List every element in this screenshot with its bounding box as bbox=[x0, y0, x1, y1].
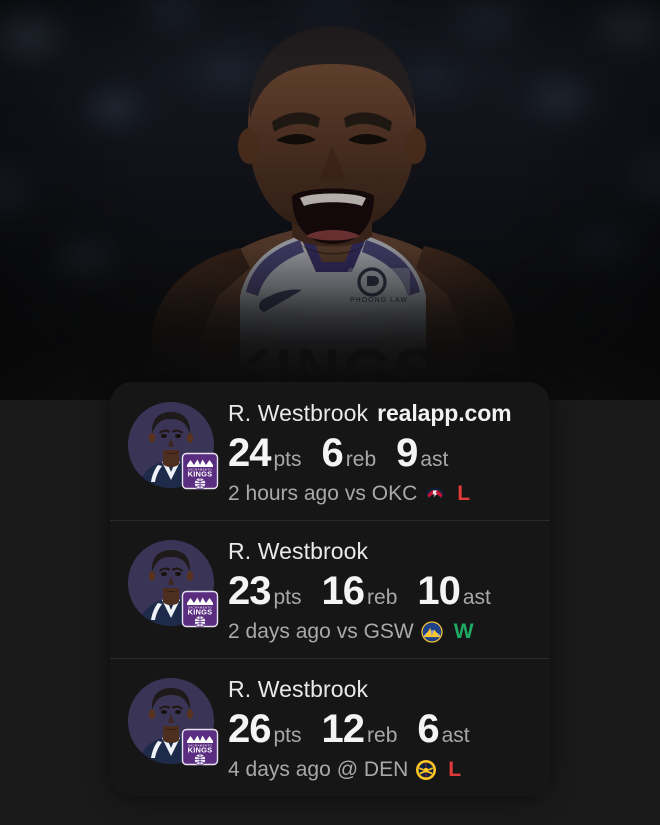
denver-nuggets-logo-icon bbox=[415, 759, 437, 781]
stat-label-ast: ast bbox=[441, 724, 470, 747]
player-name: R. Westbrook bbox=[228, 676, 369, 702]
stat-label-reb: reb bbox=[367, 586, 398, 609]
avatar: SACRAMENTO KINGS bbox=[128, 402, 219, 490]
stat-label-pts: pts bbox=[273, 448, 302, 471]
player-name: R. Westbrook bbox=[228, 538, 369, 564]
name-row: R. Westbrook realapp.com bbox=[228, 400, 532, 427]
source-tag[interactable]: realapp.com bbox=[377, 400, 512, 426]
sacramento-kings-logo-icon: SACRAMENTO KINGS bbox=[181, 452, 219, 490]
game-timestamp: 2 hours ago bbox=[228, 482, 339, 505]
card-body: R. Westbrook 26 pts 12 reb 6 ast 4 days ago @… bbox=[228, 674, 532, 782]
stat-label-ast: ast bbox=[420, 448, 449, 471]
stat-row: 23 pts 16 reb 10 ast bbox=[228, 571, 532, 611]
stat-reb: 16 reb bbox=[322, 571, 398, 611]
stat-ast: 6 ast bbox=[417, 709, 469, 749]
stat-row: 24 pts 6 reb 9 ast bbox=[228, 433, 532, 473]
stat-label-pts: pts bbox=[273, 586, 302, 609]
matchup-text: vs OKC bbox=[344, 482, 418, 505]
meta-row: 2 days ago vs GSW W bbox=[228, 620, 532, 644]
avatar: SACRAMENTO KINGS bbox=[128, 540, 219, 628]
oklahoma-city-thunder-logo-icon bbox=[424, 483, 446, 505]
sacramento-kings-logo-icon: SACRAMENTO KINGS bbox=[181, 590, 219, 628]
card-body: R. Westbrook realapp.com 24 pts 6 reb 9 ast 2… bbox=[228, 398, 532, 506]
card-body: R. Westbrook 23 pts 16 reb 10 ast 2 days ago … bbox=[228, 536, 532, 644]
game-result-badge: W bbox=[453, 620, 474, 643]
stat-reb: 6 reb bbox=[322, 433, 377, 473]
game-result-badge: L bbox=[448, 758, 462, 781]
game-timestamp: 2 days ago bbox=[228, 620, 331, 643]
player-headshot-icon bbox=[128, 540, 214, 626]
name-row: R. Westbrook bbox=[228, 538, 532, 565]
stat-row: 26 pts 12 reb 6 ast bbox=[228, 709, 532, 749]
svg-text:SACRAMENTO: SACRAMENTO bbox=[188, 468, 212, 472]
svg-text:SACRAMENTO: SACRAMENTO bbox=[188, 606, 212, 610]
meta-row: 2 hours ago vs OKC L bbox=[228, 482, 532, 506]
stat-ast: 9 ast bbox=[396, 433, 448, 473]
svg-text:KINGS: KINGS bbox=[188, 470, 213, 479]
stat-pts: 23 pts bbox=[228, 571, 302, 611]
stat-value-ast: 10 bbox=[417, 569, 460, 613]
stat-card-1[interactable]: SACRAMENTO KINGS R. Westbrook realapp.co… bbox=[110, 382, 550, 520]
matchup-text: @ DEN bbox=[336, 758, 409, 781]
stat-label-pts: pts bbox=[273, 724, 302, 747]
stat-card-2[interactable]: SACRAMENTO KINGS R. Westbrook 23 pts 16 reb… bbox=[110, 520, 550, 658]
stat-label-reb: reb bbox=[367, 724, 398, 747]
stat-card-3[interactable]: SACRAMENTO KINGS R. Westbrook 26 pts 12 reb… bbox=[110, 658, 550, 796]
stat-pts: 24 pts bbox=[228, 433, 302, 473]
svg-text:KINGS: KINGS bbox=[188, 608, 213, 617]
sacramento-kings-logo-icon: SACRAMENTO KINGS bbox=[181, 728, 219, 766]
stat-value-pts: 23 bbox=[228, 569, 271, 613]
svg-text:SACRAMENTO: SACRAMENTO bbox=[188, 744, 212, 748]
stat-label-ast: ast bbox=[462, 586, 491, 609]
hero-photo: PHOONG LAW KINGS bbox=[0, 0, 660, 400]
stat-label-reb: reb bbox=[345, 448, 377, 471]
svg-text:KINGS: KINGS bbox=[188, 746, 213, 755]
game-timestamp: 4 days ago bbox=[228, 758, 331, 781]
hero-gradient-overlay bbox=[0, 0, 660, 400]
stat-value-pts: 26 bbox=[228, 707, 271, 751]
stat-reb: 12 reb bbox=[322, 709, 398, 749]
stat-value-ast: 9 bbox=[396, 431, 418, 475]
matchup-text: vs GSW bbox=[336, 620, 414, 643]
stat-value-reb: 6 bbox=[321, 431, 344, 475]
stat-value-ast: 6 bbox=[417, 707, 439, 751]
stat-value-reb: 12 bbox=[321, 707, 365, 751]
name-row: R. Westbrook bbox=[228, 676, 532, 703]
stat-ast: 10 ast bbox=[417, 571, 491, 611]
player-name: R. Westbrook bbox=[228, 400, 369, 426]
avatar: SACRAMENTO KINGS bbox=[128, 678, 219, 766]
stat-cards-panel: SACRAMENTO KINGS R. Westbrook realapp.co… bbox=[110, 382, 550, 796]
golden-state-warriors-logo-icon bbox=[421, 621, 443, 643]
stat-value-pts: 24 bbox=[228, 431, 271, 475]
stat-pts: 26 pts bbox=[228, 709, 302, 749]
meta-row: 4 days ago @ DEN L bbox=[228, 758, 532, 782]
game-result-badge: L bbox=[457, 482, 471, 505]
stat-value-reb: 16 bbox=[321, 569, 365, 613]
